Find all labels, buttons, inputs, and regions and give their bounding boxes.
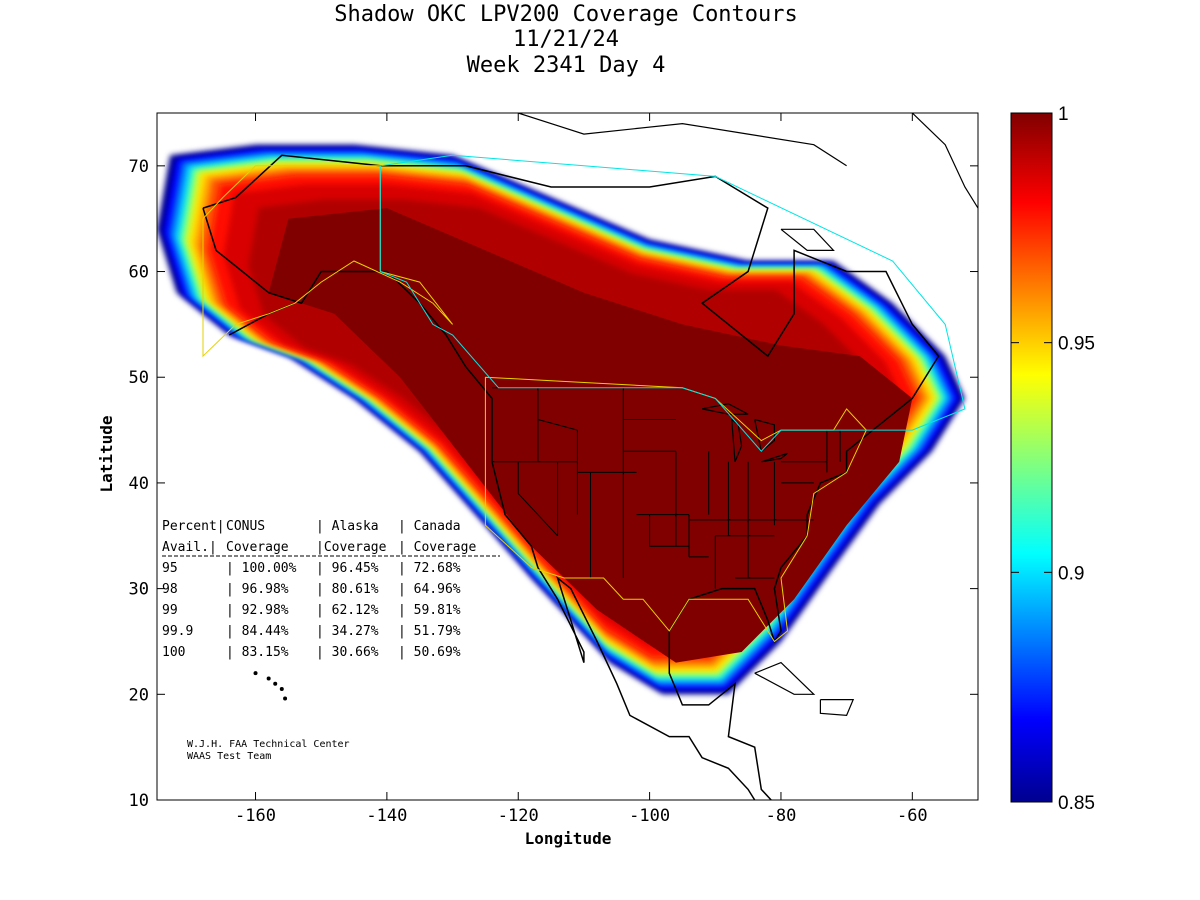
table-header-cell: Coverage <box>226 540 289 555</box>
coastline-east <box>202 154 940 800</box>
y-tick-label: 50 <box>129 368 149 388</box>
table-cell: | 64.96% <box>398 582 461 597</box>
hawaii-island <box>273 681 278 686</box>
chart-week: Week 2341 Day 4 <box>467 53 666 78</box>
table-cell: | 59.81% <box>398 603 461 618</box>
chart-title: Shadow OKC LPV200 Coverage Contours <box>334 2 798 27</box>
lake-superior <box>701 403 749 415</box>
colorbar <box>1010 112 1053 803</box>
chart-date: 11/21/24 <box>513 27 619 52</box>
contour-core <box>268 208 913 663</box>
hawaii-island <box>266 676 271 681</box>
alaska-boundary <box>202 165 453 358</box>
y-tick-label: 70 <box>129 157 149 177</box>
table-cell: | 84.44% <box>226 624 289 639</box>
arctic-islands <box>518 113 847 167</box>
southampton-island <box>780 228 835 251</box>
table-cell: | 72.68% <box>398 561 461 576</box>
map-outlines <box>202 113 978 800</box>
colorbar-tick-label: 0.85 <box>1058 793 1095 814</box>
y-axis-label: Latitude <box>97 415 116 492</box>
credit-line-1: W.J.H. FAA Technical Center <box>187 739 350 750</box>
state-border <box>517 461 558 537</box>
table-header-cell: CONUS <box>226 519 265 534</box>
table-header-cell: Percent| <box>162 519 225 534</box>
coastline-west <box>202 207 756 800</box>
lake-erie <box>761 452 788 463</box>
table-cell: 100 <box>162 645 185 660</box>
y-tick-label: 40 <box>129 474 149 494</box>
table-cell: | 96.98% <box>226 582 289 597</box>
y-tick-label: 10 <box>129 791 149 811</box>
table-cell: | 96.45% <box>316 561 379 576</box>
table-header-cell: |Coverage <box>316 540 387 555</box>
x-axis-label: Longitude <box>525 829 612 848</box>
hawaii-island <box>279 687 284 692</box>
plot-frame <box>156 112 979 801</box>
coverage-table: Percent| CONUS | Alaska | Canada Avail.| Cove… <box>162 519 476 660</box>
table-cell: 99 <box>162 603 178 618</box>
y-tick-label: 20 <box>129 685 149 705</box>
state-border <box>537 419 578 431</box>
table-cell: 95 <box>162 561 178 576</box>
table-cell: | 80.61% <box>316 582 379 597</box>
x-tick-label: -120 <box>498 806 539 826</box>
table-cell: | 34.27% <box>316 624 379 639</box>
table-cell: | 30.66% <box>316 645 379 660</box>
y-tick-label: 30 <box>129 580 149 600</box>
table-header-cell: | Alaska <box>316 519 379 534</box>
colorbar-ticks: 1 0.95 0.9 0.85 <box>1011 104 1095 814</box>
table-header-cell: Avail.| <box>162 540 217 555</box>
lake-huron <box>754 418 776 453</box>
hawaii-island <box>253 671 258 676</box>
colorbar-tick-label: 0.9 <box>1058 563 1084 584</box>
state-border <box>649 514 689 547</box>
credit-line-2: WAAS Test Team <box>187 751 271 762</box>
y-tick-label: 60 <box>129 263 149 283</box>
table-header-cell: | Canada <box>398 519 461 534</box>
table-cell: | 92.98% <box>226 603 289 618</box>
x-tick-label: -60 <box>897 806 928 826</box>
hawaii-island <box>283 696 288 701</box>
table-cell: 99.9 <box>162 624 193 639</box>
coverage-contours <box>157 144 965 695</box>
greenland-coast <box>911 113 978 209</box>
x-tick-label: -80 <box>766 806 797 826</box>
x-tick-label: -100 <box>629 806 670 826</box>
cuba <box>754 661 816 695</box>
table-header-cell: | Coverage <box>398 540 476 555</box>
y-axis: 10 20 30 40 50 60 70 <box>129 157 978 811</box>
table-cell: | 50.69% <box>398 645 461 660</box>
x-tick-label: -140 <box>366 806 407 826</box>
table-cell: | 51.79% <box>398 624 461 639</box>
colorbar-tick-label: 0.95 <box>1058 334 1095 355</box>
table-cell: | 83.15% <box>226 645 289 660</box>
canada-boundary <box>379 154 966 452</box>
hispaniola <box>819 698 855 717</box>
table-cell: | 100.00% <box>226 561 297 576</box>
table-cell: 98 <box>162 582 178 597</box>
x-tick-label: -160 <box>235 806 276 826</box>
colorbar-tick-label: 1 <box>1058 104 1069 125</box>
table-cell: | 62.12% <box>316 603 379 618</box>
x-axis: -160 -140 -120 -100 -80 -60 <box>235 113 928 826</box>
